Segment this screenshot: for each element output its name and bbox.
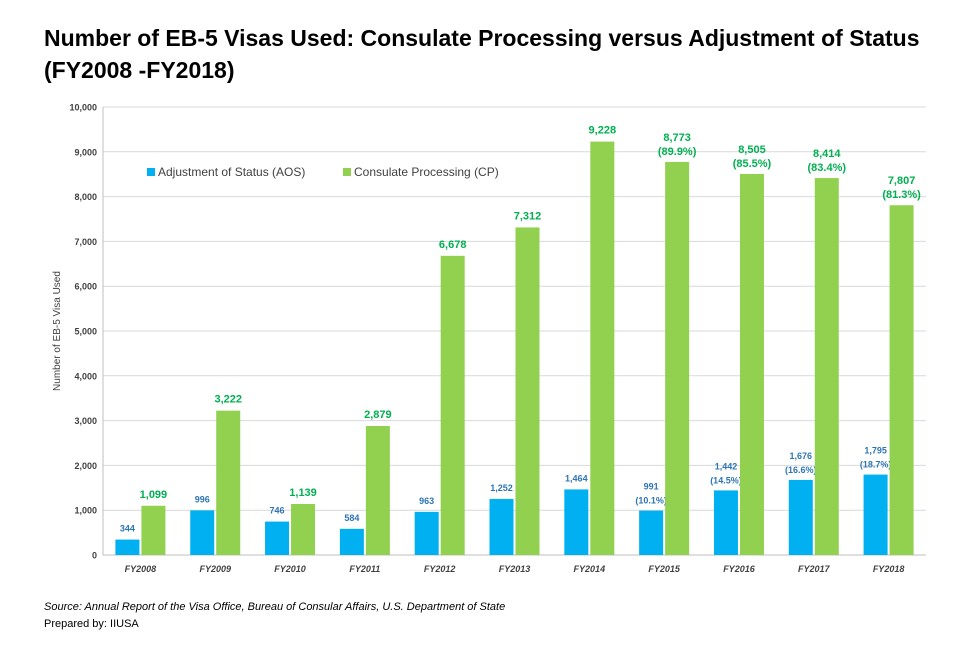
chart-title-line-2: (FY2008 -FY2018) <box>44 57 235 83</box>
y-tick-label: 6,000 <box>74 282 97 292</box>
cp-data-label: 2,879 <box>364 409 392 421</box>
aos-data-label: 991 <box>644 482 659 492</box>
x-tick-label: FY2016 <box>723 564 756 574</box>
aos-data-label: 1,795 <box>864 446 887 456</box>
aos-bar <box>639 510 664 555</box>
cp-bar <box>216 410 241 555</box>
aos-bar <box>564 489 589 555</box>
aos-bar <box>115 539 140 555</box>
cp-data-label: 8,773 <box>663 132 691 144</box>
y-tick-label: 7,000 <box>74 237 97 247</box>
y-tick-label: 5,000 <box>74 327 97 337</box>
aos-bar <box>339 528 364 555</box>
x-tick-label: FY2008 <box>125 564 157 574</box>
bar-chart: 0 1,000 2,000 3,000 4,000 5,000 6,000 7,000 8,00… <box>52 103 926 574</box>
cp-bar <box>440 255 465 555</box>
x-tick-label: FY2009 <box>199 564 231 574</box>
y-tick-label: 9,000 <box>74 147 97 157</box>
x-tick-label: FY2017 <box>798 564 831 574</box>
cp-data-label: 6,678 <box>439 239 467 251</box>
x-tick-label: FY2010 <box>274 564 306 574</box>
aos-data-label: 963 <box>419 496 434 506</box>
y-tick-label: 3,000 <box>74 416 97 426</box>
aos-data-label: 1,442 <box>715 461 738 471</box>
source-note: Source: Annual Report of the Visa Office… <box>44 601 506 613</box>
chart-title-line-1: Number of EB-5 Visas Used: Consulate Pro… <box>44 25 920 51</box>
y-axis-title: Number of EB-5 Visa Used <box>52 271 63 391</box>
cp-data-label: 1,099 <box>140 489 168 501</box>
cp-bar <box>739 173 764 555</box>
x-tick-label: FY2015 <box>648 564 681 574</box>
prepared-by-note: Prepared by: IIUSA <box>44 618 139 630</box>
aos-data-label: 1,464 <box>565 473 588 483</box>
cp-bar <box>665 161 690 555</box>
y-tick-label: 0 <box>92 551 97 561</box>
cp-bar <box>515 227 540 555</box>
aos-data-label: 746 <box>270 506 285 516</box>
cp-bar <box>590 141 615 555</box>
x-tick-label: FY2018 <box>873 564 905 574</box>
cp-data-label: 9,228 <box>589 125 617 137</box>
chart-title: Number of EB-5 Visas Used: Consulate Pro… <box>44 22 924 86</box>
aos-data-label: 584 <box>344 513 359 523</box>
cp-share-label: (81.3%) <box>882 189 921 201</box>
cp-bar <box>814 178 839 555</box>
cp-bar <box>365 426 390 555</box>
aos-data-label: 344 <box>120 524 135 534</box>
x-tick-label: FY2011 <box>349 564 380 574</box>
y-tick-label: 8,000 <box>74 192 97 202</box>
x-tick-label: FY2014 <box>574 564 606 574</box>
aos-bar <box>265 521 290 555</box>
legend-swatch <box>147 168 155 176</box>
legend-label: Adjustment of Status (AOS) <box>158 165 305 179</box>
aos-data-label: 1,252 <box>490 483 513 493</box>
aos-bar <box>190 510 215 555</box>
aos-share-label: (16.6%) <box>785 465 817 475</box>
y-tick-label: 1,000 <box>74 506 97 516</box>
y-tick-label: 10,000 <box>69 103 97 113</box>
legend-label: Consulate Processing (CP) <box>354 165 499 179</box>
cp-data-label: 1,139 <box>289 487 317 499</box>
aos-data-label: 996 <box>195 494 210 504</box>
cp-bar <box>291 503 316 555</box>
x-tick-label: FY2012 <box>424 564 456 574</box>
cp-data-label: 7,312 <box>514 210 542 222</box>
cp-data-label: 8,414 <box>813 148 841 160</box>
cp-bar <box>889 205 914 555</box>
cp-share-label: (89.9%) <box>658 146 697 158</box>
cp-bar <box>141 505 166 555</box>
cp-data-label: 3,222 <box>214 394 242 406</box>
aos-share-label: (18.7%) <box>860 460 892 470</box>
aos-share-label: (14.5%) <box>710 475 742 485</box>
legend-swatch <box>343 168 351 176</box>
cp-share-label: (85.5%) <box>733 158 772 170</box>
cp-share-label: (83.4%) <box>808 162 847 174</box>
cp-data-label: 7,807 <box>888 175 916 187</box>
y-tick-label: 2,000 <box>74 461 97 471</box>
x-tick-label: FY2013 <box>499 564 531 574</box>
aos-bar <box>489 498 514 555</box>
aos-bar <box>788 479 813 555</box>
aos-bar <box>414 511 439 555</box>
cp-data-label: 8,505 <box>738 144 766 156</box>
aos-bar <box>713 490 738 555</box>
y-tick-label: 4,000 <box>74 371 97 381</box>
aos-share-label: (10.1%) <box>635 496 667 506</box>
aos-data-label: 1,676 <box>790 451 813 461</box>
aos-bar <box>863 474 888 555</box>
